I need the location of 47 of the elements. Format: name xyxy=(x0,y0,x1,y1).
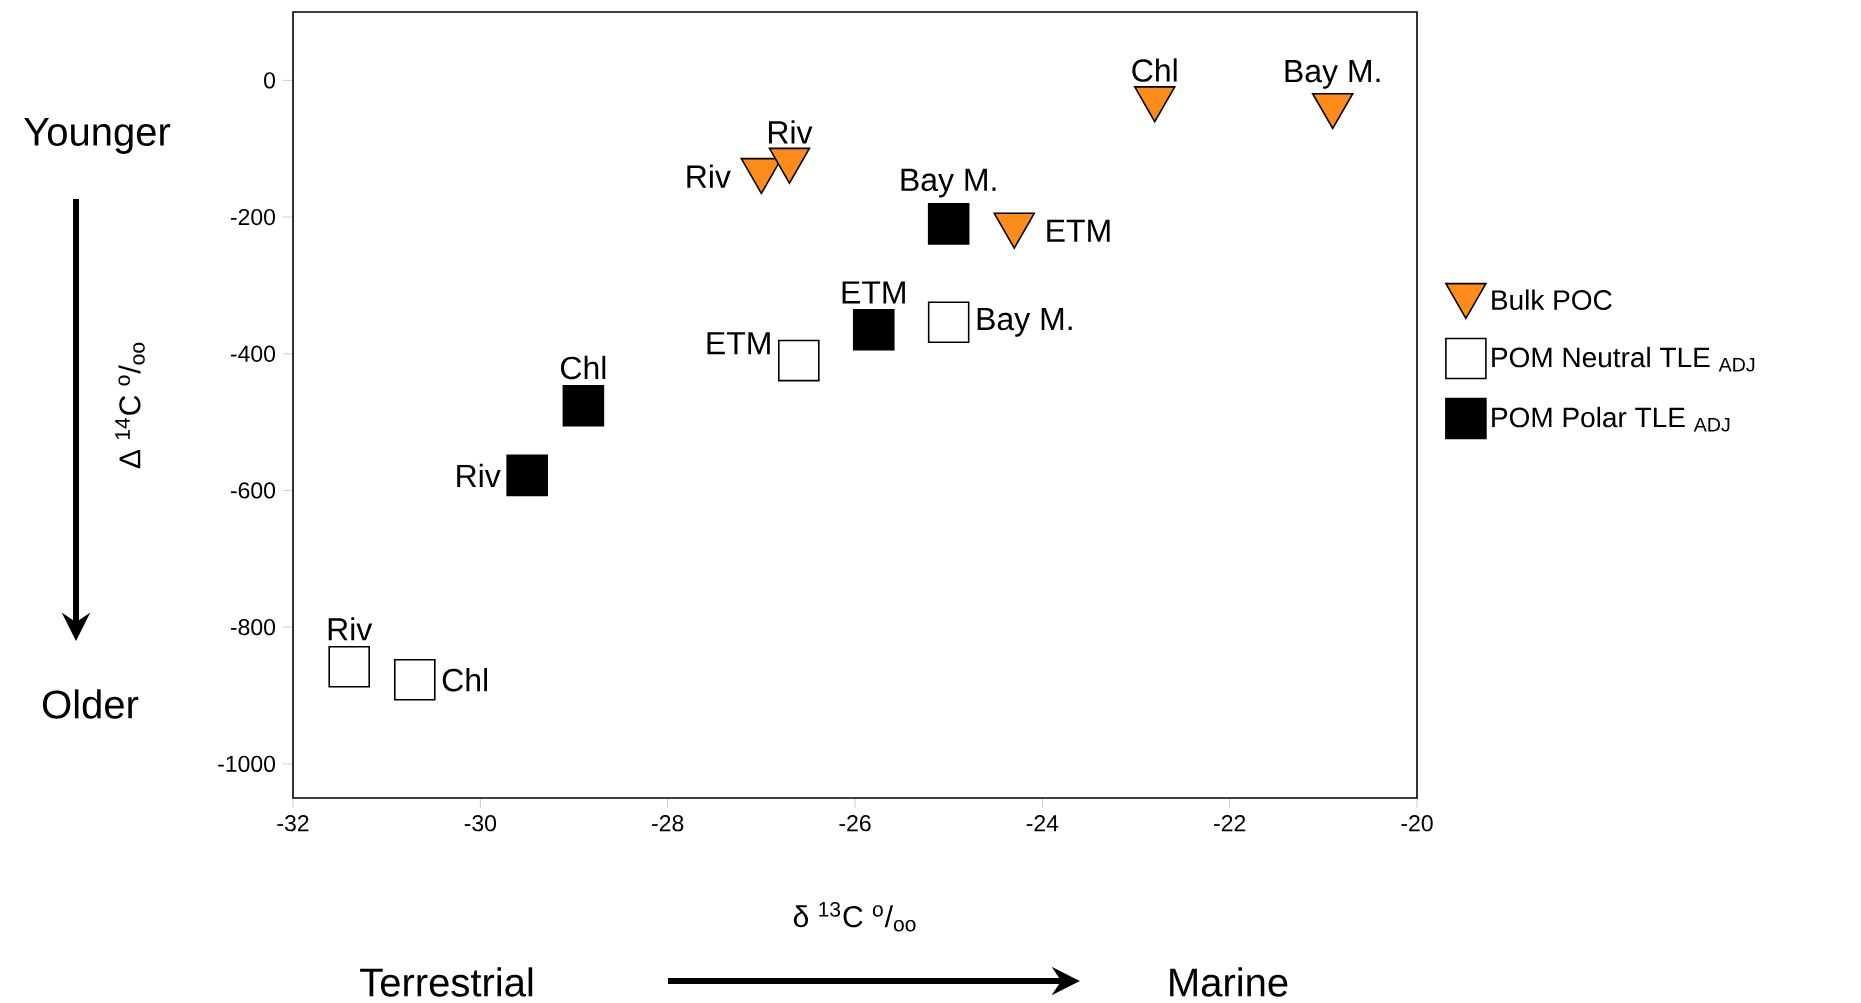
annotation: Bay M. xyxy=(901,168,996,198)
point xyxy=(562,384,605,427)
y-tick-label: -600 xyxy=(230,482,276,499)
x-tick-label: -28 xyxy=(652,815,684,832)
x-tick-label: -22 xyxy=(1214,815,1246,832)
annotation: Riv xyxy=(328,617,373,641)
x-tick-label: -32 xyxy=(277,815,309,832)
point xyxy=(927,203,970,245)
annotation: Riv xyxy=(457,463,501,487)
annotation: Bay M. xyxy=(977,307,1072,337)
point xyxy=(768,147,811,184)
point xyxy=(1311,92,1354,130)
annotation: Chl xyxy=(561,355,606,380)
legend-label: Bulk POC xyxy=(1492,289,1612,310)
annotation: Bay M. xyxy=(1285,60,1380,89)
x-tick-label: -20 xyxy=(1401,815,1433,832)
text: Terrestrial xyxy=(360,967,533,997)
x-tick-label: -30 xyxy=(464,815,497,832)
x-tick-label: -24 xyxy=(1026,815,1059,832)
point xyxy=(506,454,548,497)
point xyxy=(993,212,1036,249)
annotation: ETM xyxy=(707,332,770,355)
point xyxy=(778,339,820,382)
x-axis-title: δ $^{13}$C $^{o}$/$_{oo}$ xyxy=(793,901,916,932)
legend-label: POM Neutral TLE $_{ADJ}$ xyxy=(1492,346,1755,372)
annotation: Riv xyxy=(768,120,813,144)
text: Younger xyxy=(24,118,171,154)
x-tick-label: -26 xyxy=(839,815,871,832)
annotation: ETM xyxy=(842,281,905,304)
annotation: Riv xyxy=(687,164,731,188)
annotation: ETM xyxy=(1047,219,1110,242)
y-tick-label: -400 xyxy=(230,345,276,362)
point xyxy=(1133,86,1176,123)
point xyxy=(393,658,436,701)
point xyxy=(328,645,371,688)
point xyxy=(852,309,895,351)
annotation: Chl xyxy=(1132,58,1177,82)
legend-label: POM Polar TLE $_{ADJ}$ xyxy=(1492,406,1730,432)
y-tick-label: -800 xyxy=(230,618,276,636)
y-tick-label: -1000 xyxy=(218,755,276,772)
text: Marine xyxy=(1170,967,1288,997)
y-tick-label: -200 xyxy=(230,208,276,226)
point xyxy=(927,301,970,344)
text: Older xyxy=(42,689,139,719)
annotation: Chl xyxy=(442,668,488,692)
y-tick-label: 0 xyxy=(264,72,276,89)
y-axis-title: Δ $^{14}$C $^{o}$/$_{oo}$ xyxy=(115,342,145,469)
